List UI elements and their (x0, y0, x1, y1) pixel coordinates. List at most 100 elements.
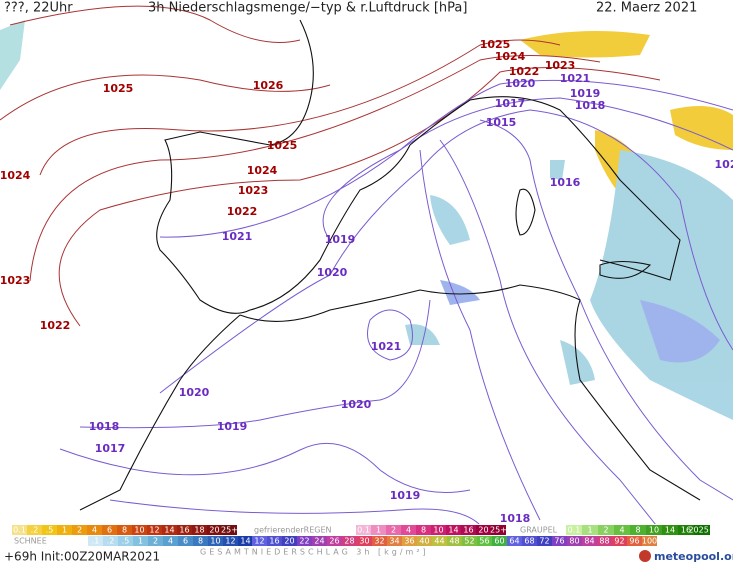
legend-value: 44 (434, 537, 444, 546)
legend-value: 24 (314, 537, 324, 546)
legend-value: 100 (642, 537, 657, 546)
legend-value: .5 (122, 537, 130, 546)
legend-swatch (476, 525, 491, 535)
legend-value: 14 (240, 537, 250, 546)
legend-value: 96 (629, 537, 639, 546)
precip-area (440, 280, 480, 305)
isobar (79, 299, 431, 429)
precip-area (0, 20, 25, 90)
legend-swatch (297, 536, 312, 546)
legend-swatch (646, 525, 662, 535)
legend-swatch (416, 525, 431, 535)
legend-value: 76 (554, 537, 564, 546)
legend-swatch (678, 525, 694, 535)
coastlines (79, 19, 701, 511)
legend-swatch (662, 525, 678, 535)
isobar (159, 109, 733, 394)
legend-swatch (614, 525, 630, 535)
precip-area (405, 324, 440, 345)
legend-value: 84 (584, 537, 594, 546)
legend-value: 8 (635, 526, 640, 535)
legend-value: 14 (448, 526, 458, 535)
isobar-label: 1020 (179, 386, 210, 399)
legend-value: 12 (254, 537, 264, 546)
isobar-label: 1019 (390, 489, 421, 502)
isobar-label: 1025 (103, 82, 134, 95)
legend-value: 16 (269, 537, 279, 546)
legend-swatch (371, 525, 386, 535)
legend-value: 12 (225, 537, 235, 546)
logo-text[interactable]: meteopool.org (654, 550, 733, 563)
legend-swatch (402, 536, 417, 546)
legend-swatch (582, 525, 598, 535)
coastline (156, 19, 411, 314)
legend-value: 6 (183, 537, 188, 546)
legend-swatch (357, 536, 372, 546)
legend-swatch (207, 525, 222, 535)
legend-swatch (162, 525, 177, 535)
legend-value: 14 (164, 526, 174, 535)
legend-value: 20 (284, 537, 294, 546)
isobar-label: 1020 (341, 398, 372, 411)
legend-value: 0.1 (568, 526, 581, 535)
legend-swatch (177, 525, 192, 535)
legend-value: 2 (153, 537, 158, 546)
isobar (479, 119, 733, 501)
legend-swatch (537, 536, 552, 546)
isobar (29, 54, 601, 282)
legend-value: 16 (463, 526, 473, 535)
legend-value: .5 (46, 526, 54, 535)
legend-swatch (87, 525, 102, 535)
isobar-label: 1022 (227, 205, 258, 218)
legend-value: 40 (419, 537, 429, 546)
legend-swatch (582, 536, 597, 546)
snow-label: SCHNEE (14, 537, 47, 546)
isobar (9, 5, 301, 43)
isobar (109, 499, 481, 526)
isobar-label: 1026 (253, 79, 284, 92)
legend-swatch (461, 525, 476, 535)
legend-swatch (267, 536, 282, 546)
legend-value: 12 (149, 526, 159, 535)
isobar (322, 97, 733, 241)
isobar-label: 1019 (570, 87, 601, 100)
legend-value: 1 (587, 526, 592, 535)
legend-value: 16 (179, 526, 189, 535)
legend-value: 64 (509, 537, 519, 546)
legend-value: 1 (138, 537, 143, 546)
legend-value: 1 (62, 526, 67, 535)
legend-value: 4 (92, 526, 97, 535)
legend-value: 22 (299, 537, 309, 546)
legend-swatch (208, 536, 223, 546)
freezing-rain-label: gefrierenderREGEN (254, 526, 332, 535)
isobar (39, 39, 561, 176)
legend-value: 8 (122, 526, 127, 535)
legend-swatch (612, 536, 627, 546)
legend-swatch (42, 525, 57, 535)
legend-swatch (447, 536, 462, 546)
legend-value: 72 (539, 537, 549, 546)
legend-value: 4 (168, 537, 173, 546)
legend-swatch (401, 525, 416, 535)
legend-value: 30 (359, 537, 369, 546)
isobar (59, 442, 471, 493)
legend-value: 2 (391, 526, 396, 535)
precip-area (550, 160, 565, 180)
legend-swatch (223, 536, 238, 546)
legend-value: .2 (107, 537, 115, 546)
isobar (159, 79, 733, 238)
isobar-label: 1018 (575, 99, 606, 112)
legend-value: 48 (449, 537, 459, 546)
legend-value: 14 (665, 526, 675, 535)
legend-value: 0.1 (357, 526, 370, 535)
legend-swatch (462, 536, 477, 546)
coastline (239, 284, 701, 501)
isobar-label: 1018 (500, 512, 531, 525)
legend-swatch (252, 536, 267, 546)
legend-value: 6 (107, 526, 112, 535)
graupel-label: GRAUPEL (520, 526, 558, 535)
legend-value: 1 (376, 526, 381, 535)
legend-value: 10 (134, 526, 144, 535)
legend-value: 68 (524, 537, 534, 546)
